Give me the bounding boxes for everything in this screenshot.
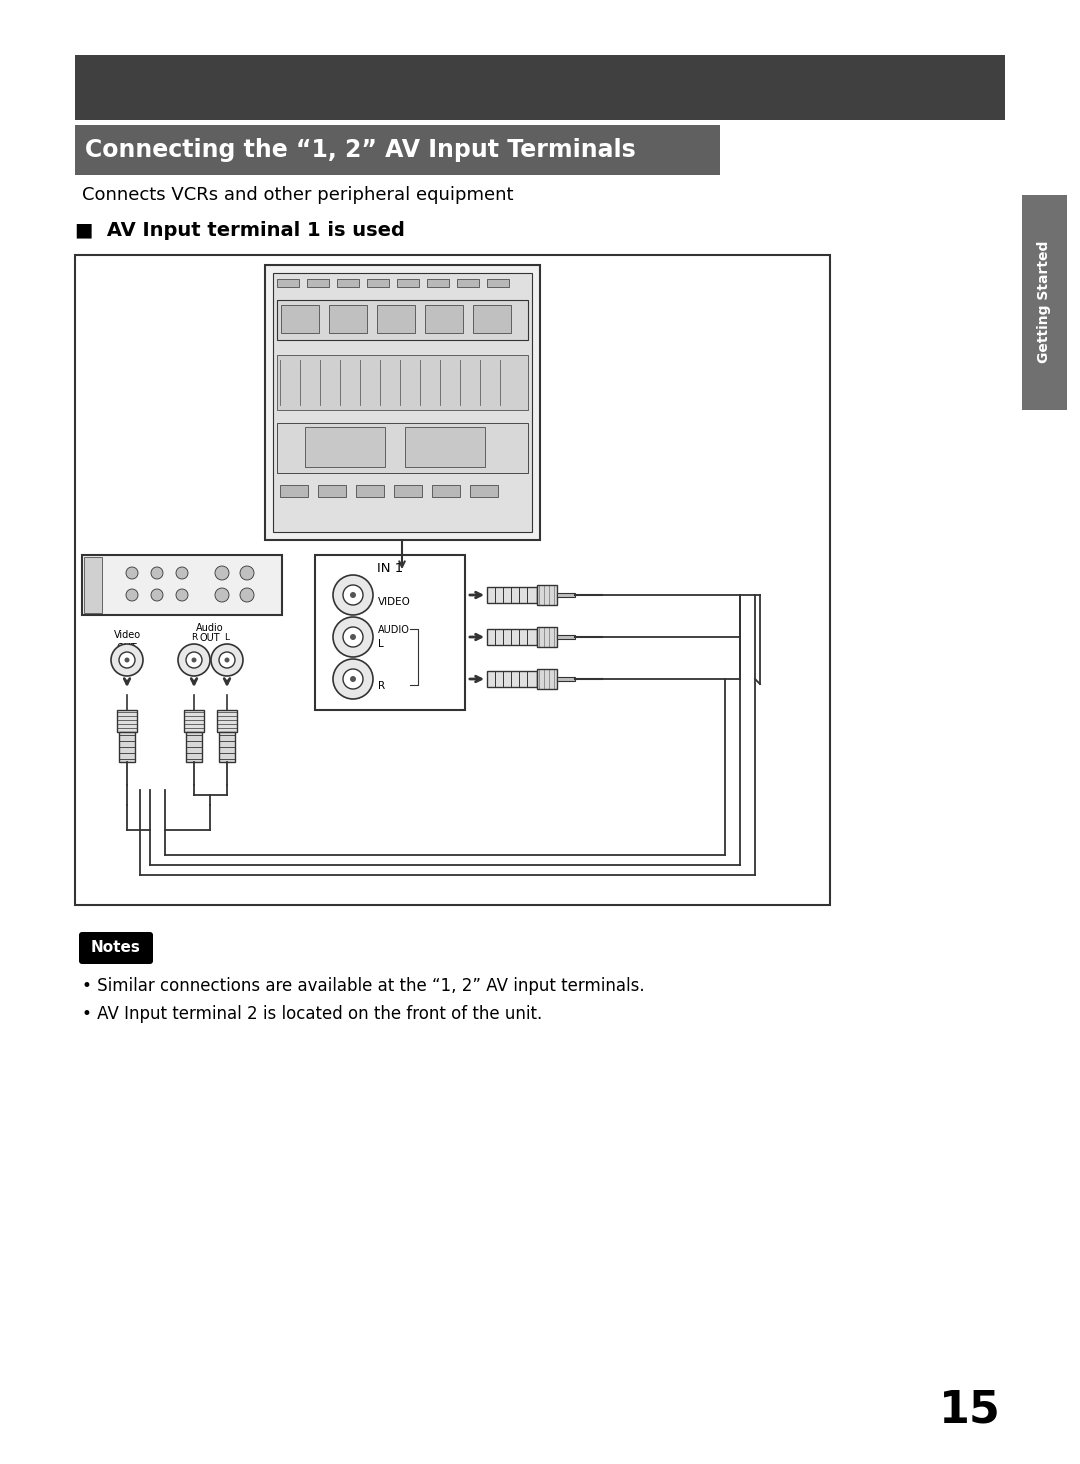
Bar: [75, 124, 720, 176]
Circle shape: [151, 567, 163, 578]
Text: VIDEO: VIDEO: [378, 597, 410, 608]
Text: L: L: [225, 632, 229, 643]
Bar: [337, 280, 359, 287]
Circle shape: [186, 651, 202, 668]
Bar: [329, 305, 367, 332]
Text: Notes: Notes: [91, 940, 140, 956]
Circle shape: [178, 644, 210, 676]
Text: IN 1: IN 1: [377, 562, 403, 575]
Bar: [487, 587, 537, 603]
Circle shape: [124, 657, 130, 663]
Bar: [473, 305, 511, 332]
Bar: [377, 305, 415, 332]
Bar: [280, 485, 308, 496]
Bar: [276, 280, 299, 287]
Circle shape: [119, 651, 135, 668]
Text: Video: Video: [113, 630, 140, 640]
Bar: [487, 280, 509, 287]
Bar: [276, 354, 528, 410]
Text: Connects VCRs and other peripheral equipment: Connects VCRs and other peripheral equip…: [82, 186, 513, 203]
Circle shape: [240, 589, 254, 602]
Circle shape: [240, 567, 254, 580]
Bar: [537, 627, 557, 647]
Bar: [427, 280, 449, 287]
Bar: [75, 56, 1005, 120]
Circle shape: [176, 567, 188, 578]
Circle shape: [176, 589, 188, 602]
Text: 15: 15: [940, 1388, 1001, 1432]
Circle shape: [350, 634, 356, 640]
Text: Getting Started: Getting Started: [1037, 240, 1051, 363]
Circle shape: [126, 589, 138, 602]
Text: Connecting the “1, 2” AV Input Terminals: Connecting the “1, 2” AV Input Terminals: [85, 138, 636, 163]
Bar: [356, 485, 384, 496]
Bar: [307, 280, 329, 287]
Bar: [318, 485, 346, 496]
Bar: [557, 635, 575, 638]
Text: OUT: OUT: [200, 632, 220, 643]
Circle shape: [350, 591, 356, 597]
Bar: [84, 556, 102, 613]
Bar: [217, 710, 237, 732]
Text: ■  AV Input terminal 1 is used: ■ AV Input terminal 1 is used: [75, 221, 405, 240]
Circle shape: [333, 659, 373, 698]
Bar: [487, 671, 537, 687]
Text: R: R: [191, 632, 198, 643]
Bar: [75, 255, 831, 905]
Bar: [405, 427, 485, 467]
Circle shape: [151, 589, 163, 602]
Bar: [557, 593, 575, 597]
Bar: [281, 305, 319, 332]
Circle shape: [343, 669, 363, 690]
Circle shape: [225, 657, 229, 663]
Bar: [119, 732, 135, 761]
Bar: [537, 586, 557, 605]
Circle shape: [333, 616, 373, 657]
Text: Audio: Audio: [197, 624, 224, 632]
Bar: [219, 732, 235, 761]
Circle shape: [333, 575, 373, 615]
Text: OUT: OUT: [117, 643, 137, 653]
Bar: [457, 280, 480, 287]
Text: AUDIO: AUDIO: [378, 625, 410, 635]
Bar: [432, 485, 460, 496]
Circle shape: [343, 627, 363, 647]
Bar: [276, 423, 528, 473]
Bar: [470, 485, 498, 496]
Text: L: L: [378, 638, 383, 649]
Bar: [82, 555, 282, 615]
Text: • AV Input terminal 2 is located on the front of the unit.: • AV Input terminal 2 is located on the …: [82, 1004, 542, 1023]
Bar: [397, 280, 419, 287]
Bar: [537, 669, 557, 690]
FancyBboxPatch shape: [79, 933, 153, 963]
Circle shape: [126, 567, 138, 578]
Circle shape: [219, 651, 235, 668]
Bar: [487, 630, 537, 646]
Bar: [117, 710, 137, 732]
Bar: [1022, 195, 1067, 410]
Bar: [186, 732, 202, 761]
Circle shape: [215, 567, 229, 580]
Circle shape: [215, 589, 229, 602]
Bar: [265, 265, 540, 540]
Text: • Similar connections are available at the “1, 2” AV input terminals.: • Similar connections are available at t…: [82, 976, 645, 996]
Bar: [315, 555, 465, 710]
Bar: [426, 305, 463, 332]
Circle shape: [343, 586, 363, 605]
Bar: [276, 300, 528, 340]
Bar: [273, 272, 532, 531]
Bar: [184, 710, 204, 732]
Circle shape: [111, 644, 143, 676]
Bar: [394, 485, 422, 496]
Circle shape: [191, 657, 197, 663]
Circle shape: [350, 676, 356, 682]
Text: R: R: [378, 681, 386, 691]
Bar: [557, 676, 575, 681]
Circle shape: [211, 644, 243, 676]
Bar: [305, 427, 384, 467]
Bar: [367, 280, 389, 287]
